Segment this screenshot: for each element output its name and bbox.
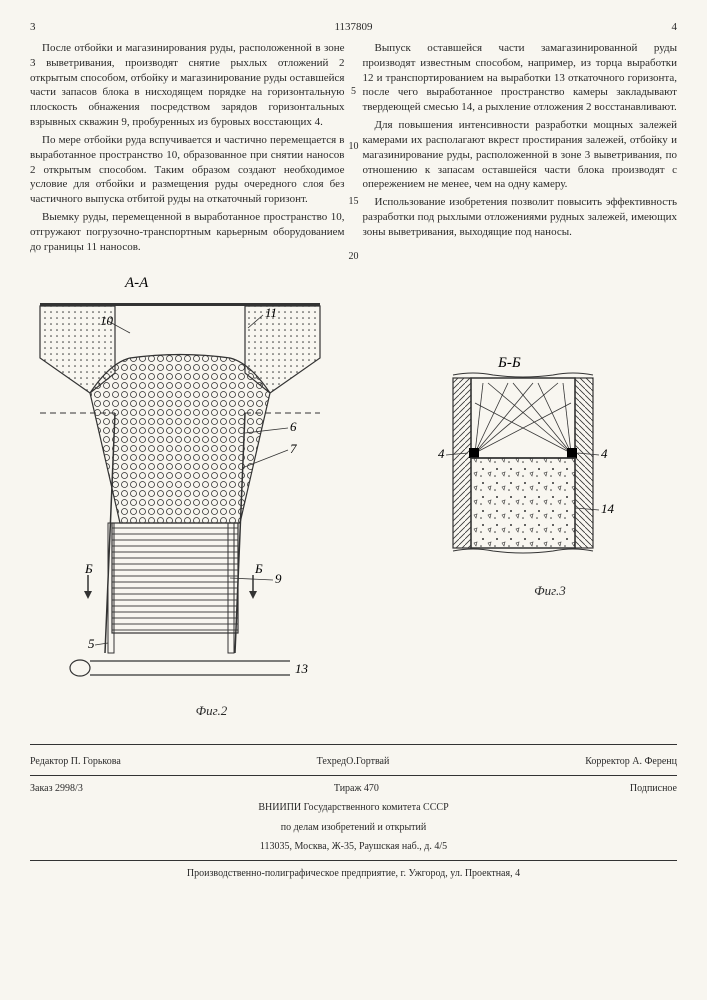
callout-7: 7: [290, 441, 297, 456]
callout-4r: 4: [601, 446, 608, 461]
line-number: 5: [351, 85, 356, 99]
fig3-svg: Б-Б: [423, 353, 623, 573]
fig2-label: Фиг.2: [30, 702, 393, 720]
callout-14: 14: [601, 501, 615, 516]
right-column: Выпуск оставшейся части замагазинированн…: [363, 41, 678, 258]
section-label-bb: Б-Б: [497, 355, 521, 371]
line-number: 20: [349, 250, 359, 264]
text-columns: После отбойки и магазинирования руды, ра…: [30, 41, 677, 258]
section-b-right: Б: [254, 561, 263, 576]
org-address: 113035, Москва, Ж-35, Раушская наб., д. …: [30, 840, 677, 854]
callout-9: 9: [275, 571, 282, 586]
editor: Редактор П. Горькова: [30, 755, 121, 769]
page-header: 3 1137809 4: [30, 20, 677, 35]
paragraph: После отбойки и магазинирования руды, ра…: [30, 41, 345, 130]
section-label: А-А: [124, 275, 149, 291]
callout-13: 13: [295, 661, 309, 676]
callout-6: 6: [290, 419, 297, 434]
page-num-right: 4: [672, 20, 678, 35]
paragraph: Использование изобретения позволит повыс…: [363, 195, 678, 240]
paragraph: Выемку руды, перемещенной в выработанное…: [30, 210, 345, 255]
patent-number: 1137809: [36, 20, 672, 35]
footer: Редактор П. Горькова ТехредО.Гортвай Кор…: [30, 744, 677, 880]
order-number: Заказ 2998/3: [30, 782, 83, 796]
callout-4l: 4: [438, 446, 445, 461]
line-number: 15: [349, 195, 359, 209]
corrector: Корректор А. Ференц: [585, 755, 677, 769]
fig3-label: Фиг.3: [423, 582, 677, 600]
org-line-1: ВНИИПИ Государственного комитета СССР: [30, 801, 677, 815]
figures-row: А-А 10 11 6 7: [30, 273, 677, 719]
callout-10: 10: [100, 313, 114, 328]
line-number: 10: [349, 140, 359, 154]
figure-3: Б-Б: [423, 353, 677, 599]
fig2-svg: А-А 10 11 6 7: [30, 273, 330, 693]
org-line-2: по делам изобретений и открытий: [30, 821, 677, 835]
paragraph: Для повышения интенсивности разработки м…: [363, 118, 678, 192]
left-column: После отбойки и магазинирования руды, ра…: [30, 41, 345, 258]
callout-11: 11: [265, 305, 277, 320]
figure-2: А-А 10 11 6 7: [30, 273, 393, 719]
tirazh: Тираж 470: [334, 782, 379, 796]
paragraph: Выпуск оставшейся части замагазинированн…: [363, 41, 678, 115]
callout-5: 5: [88, 636, 95, 651]
podpisnoe: Подписное: [630, 782, 677, 796]
section-b-left: Б: [84, 561, 93, 576]
paragraph: По мере отбойки руда вспучивается и част…: [30, 133, 345, 207]
printer-line: Производственно-полиграфическое предприя…: [30, 867, 677, 881]
techred: ТехредО.Гортвай: [317, 755, 390, 769]
